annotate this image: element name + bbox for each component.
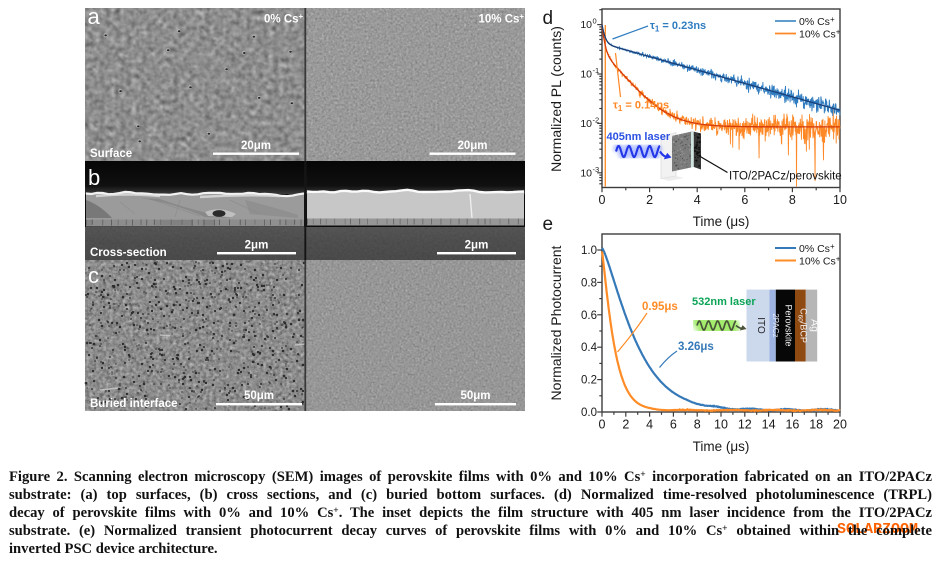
svg-text:0.0: 0.0 — [581, 407, 597, 419]
svg-text:20μm: 20μm — [241, 140, 271, 152]
svg-text:Surface: Surface — [90, 148, 132, 160]
svg-text:Time (μs): Time (μs) — [693, 439, 750, 454]
svg-text:τ1 = 0.23ns: τ1 = 0.23ns — [650, 20, 706, 34]
svg-text:-3: -3 — [593, 165, 600, 174]
svg-text:18: 18 — [809, 418, 823, 432]
svg-text:d: d — [543, 8, 554, 29]
svg-text:10: 10 — [580, 167, 592, 179]
svg-text:0.2: 0.2 — [581, 375, 597, 387]
svg-text:b: b — [88, 165, 100, 190]
svg-text:16: 16 — [785, 418, 799, 432]
svg-text:4: 4 — [694, 193, 701, 207]
svg-text:12: 12 — [738, 418, 752, 432]
svg-text:50μm: 50μm — [460, 390, 490, 402]
svg-text:8: 8 — [789, 193, 796, 207]
svg-text:10% Cs+: 10% Cs+ — [479, 12, 525, 26]
svg-text:ITO: ITO — [755, 317, 766, 334]
svg-text:0: 0 — [599, 193, 606, 207]
svg-text:0.4: 0.4 — [581, 342, 598, 354]
svg-text:0: 0 — [593, 17, 597, 26]
svg-text:-2: -2 — [593, 116, 600, 125]
svg-text:4: 4 — [646, 418, 653, 432]
svg-text:6: 6 — [670, 418, 677, 432]
svg-text:ITO/2PACz/perovskite: ITO/2PACz/perovskite — [729, 171, 842, 183]
svg-text:Normalized PL (counts): Normalized PL (counts) — [548, 26, 564, 172]
svg-text:Perovskite: Perovskite — [783, 304, 793, 346]
svg-text:14: 14 — [762, 418, 776, 432]
svg-text:2PACz: 2PACz — [771, 313, 780, 337]
svg-text:10% Cs+: 10% Cs+ — [799, 255, 841, 268]
svg-text:Buried interface: Buried interface — [90, 398, 178, 410]
svg-text:10% Cs+: 10% Cs+ — [799, 28, 841, 41]
svg-text:405nm laser: 405nm laser — [607, 131, 671, 143]
svg-text:0% Cs+: 0% Cs+ — [799, 242, 835, 255]
svg-text:3.26μs: 3.26μs — [678, 341, 714, 353]
svg-text:10: 10 — [833, 193, 847, 207]
svg-text:2: 2 — [622, 418, 629, 432]
svg-text:Cross-section: Cross-section — [90, 247, 167, 259]
svg-text:8: 8 — [694, 418, 701, 432]
svg-text:20: 20 — [833, 418, 847, 432]
svg-text:0% Cs+: 0% Cs+ — [799, 15, 835, 28]
svg-text:0.8: 0.8 — [581, 277, 597, 289]
svg-text:Time (μs): Time (μs) — [693, 214, 750, 229]
svg-text:10: 10 — [580, 19, 592, 31]
svg-text:Normalized Photocurrent: Normalized Photocurrent — [548, 245, 564, 400]
svg-text:10: 10 — [580, 118, 592, 130]
svg-text:10: 10 — [714, 418, 728, 432]
svg-text:-1: -1 — [593, 66, 600, 75]
svg-text:2μm: 2μm — [465, 240, 489, 252]
svg-text:10: 10 — [580, 69, 592, 81]
svg-text:2: 2 — [646, 193, 653, 207]
svg-text:c: c — [88, 263, 99, 288]
svg-text:532nm laser: 532nm laser — [692, 296, 756, 308]
svg-text:τ1 = 0.14ns: τ1 = 0.14ns — [613, 100, 669, 114]
svg-text:0.6: 0.6 — [581, 310, 597, 322]
svg-text:1.0: 1.0 — [581, 245, 597, 257]
svg-text:2μm: 2μm — [245, 240, 269, 252]
svg-text:a: a — [88, 4, 101, 29]
svg-text:20μm: 20μm — [457, 140, 487, 152]
svg-text:50μm: 50μm — [244, 390, 274, 402]
svg-text:0.95μs: 0.95μs — [642, 301, 678, 313]
svg-text:0: 0 — [599, 418, 606, 432]
svg-text:e: e — [543, 214, 554, 235]
svg-text:Ag: Ag — [809, 319, 821, 332]
svg-text:0% Cs+: 0% Cs+ — [264, 12, 304, 26]
svg-text:6: 6 — [741, 193, 748, 207]
